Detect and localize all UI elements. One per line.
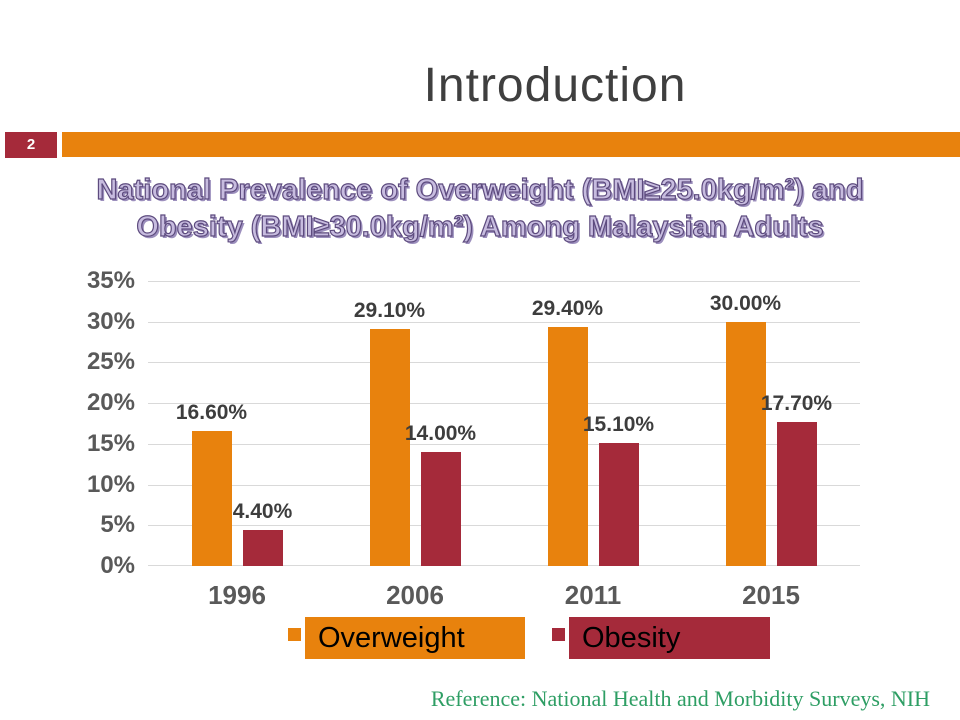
y-tick-label: 20% (86, 389, 135, 417)
legend-item-overweight: Overweight (288, 617, 525, 659)
accent-bar (62, 132, 960, 157)
bar-value-label: 14.00% (404, 422, 477, 445)
gridline (148, 403, 860, 405)
y-tick-label: 0% (100, 552, 135, 579)
plot-area: 16.60% 4.40% 29.10% 14.00% 29.40% 15.10% 30.00… (148, 281, 860, 566)
bar-overweight-2015 (725, 321, 766, 566)
reference-text: Reference: National Health and Morbidity… (430, 686, 930, 711)
legend-marker-icon (288, 628, 301, 641)
chart-legend: Overweight Obesity (288, 617, 770, 659)
gridline (148, 565, 860, 566)
legend-item-obesity: Obesity (552, 617, 770, 659)
bar-obesity-2011 (598, 443, 639, 566)
bar-value-label: 16.60% (175, 400, 248, 424)
y-tick-label: 25% (86, 348, 135, 376)
bar-value-label: 4.40% (232, 500, 293, 524)
bar-obesity-2006 (420, 452, 461, 566)
y-tick-label: 35% (86, 267, 135, 294)
bar-value-label: 29.10% (353, 299, 426, 323)
x-tick-label: 2011 (564, 580, 622, 610)
bar-value-label: 15.10% (582, 413, 655, 437)
bar-overweight-1996 (191, 430, 232, 566)
slide-number-badge: 2 (5, 132, 57, 158)
bar-obesity-1996 (242, 530, 283, 566)
x-tick-label: 1996 (208, 580, 266, 610)
y-tick-label: 10% (86, 470, 135, 498)
slide-title: Introduction (423, 59, 687, 112)
bar-overweight-2011 (547, 326, 588, 566)
gridline (148, 362, 860, 364)
gridline (148, 525, 860, 527)
x-tick-label: 2015 (742, 580, 800, 610)
legend-label: Obesity (569, 617, 770, 659)
bar-value-label: 29.40% (531, 296, 604, 320)
y-tick-label: 15% (86, 429, 135, 457)
bar-value-label: 30.00% (709, 291, 782, 315)
legend-label: Overweight (305, 617, 525, 659)
bar-obesity-2015 (776, 421, 817, 566)
y-tick-label: 30% (86, 307, 135, 335)
gridline (148, 484, 860, 486)
bar-overweight-2006 (369, 329, 410, 566)
gridline (148, 443, 860, 445)
x-tick-label: 2006 (386, 580, 444, 610)
y-axis: 0% 5% 10% 15% 20% 25% 30% 35% (0, 267, 135, 579)
chart-title-line-1: National Prevalence of Overweight (BMI≥2… (96, 173, 864, 206)
legend-marker-icon (552, 628, 565, 641)
chart-title: National Prevalence of Overweight (BMI≥2… (0, 172, 960, 246)
chart-title-line-2: Obesity (BMI≥30.0kg/m²) Among Malaysian … (136, 210, 825, 243)
x-axis: 1996 2006 2011 2015 (148, 580, 860, 610)
gridline (148, 281, 860, 282)
gridline (148, 321, 860, 323)
bar-value-label: 17.70% (760, 391, 833, 415)
y-tick-label: 5% (100, 511, 135, 539)
